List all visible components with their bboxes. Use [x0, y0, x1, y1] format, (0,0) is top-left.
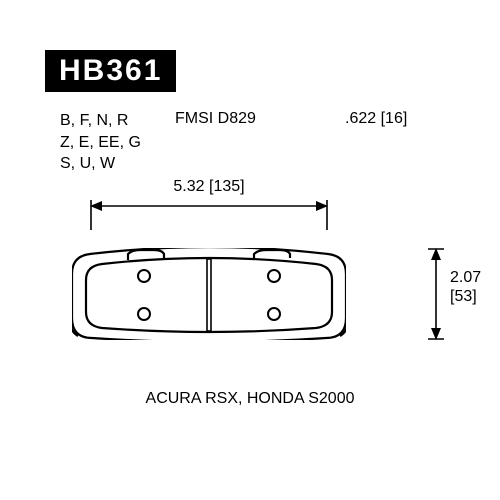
compound-codes: B, F, N, R Z, E, EE, G S, U, W: [60, 110, 141, 175]
width-dimension: 5.32 [135]: [90, 200, 328, 230]
width-arrow: [90, 200, 328, 230]
compound-line-3: S, U, W: [60, 153, 141, 175]
height-dimension: 2.07 [53]: [428, 248, 468, 340]
height-inches: 2.07: [450, 268, 481, 287]
brake-pad-outline: [72, 248, 346, 340]
height-arrow: [428, 248, 448, 340]
diagram-container: HB361 B, F, N, R Z, E, EE, G S, U, W FMS…: [0, 0, 500, 500]
compound-line-2: Z, E, EE, G: [60, 132, 141, 154]
thickness-mm: [16]: [381, 110, 408, 127]
height-mm: [53]: [450, 287, 481, 306]
width-inches: 5.32: [173, 178, 204, 195]
thickness-dimension: .622 [16]: [345, 110, 407, 128]
compound-line-1: B, F, N, R: [60, 110, 141, 132]
fmsi-code: FMSI D829: [175, 110, 256, 128]
width-mm: [135]: [209, 178, 245, 195]
thickness-inches: .622: [345, 110, 376, 127]
part-number-label: HB361: [45, 50, 176, 92]
application-text: ACURA RSX, HONDA S2000: [0, 390, 500, 408]
